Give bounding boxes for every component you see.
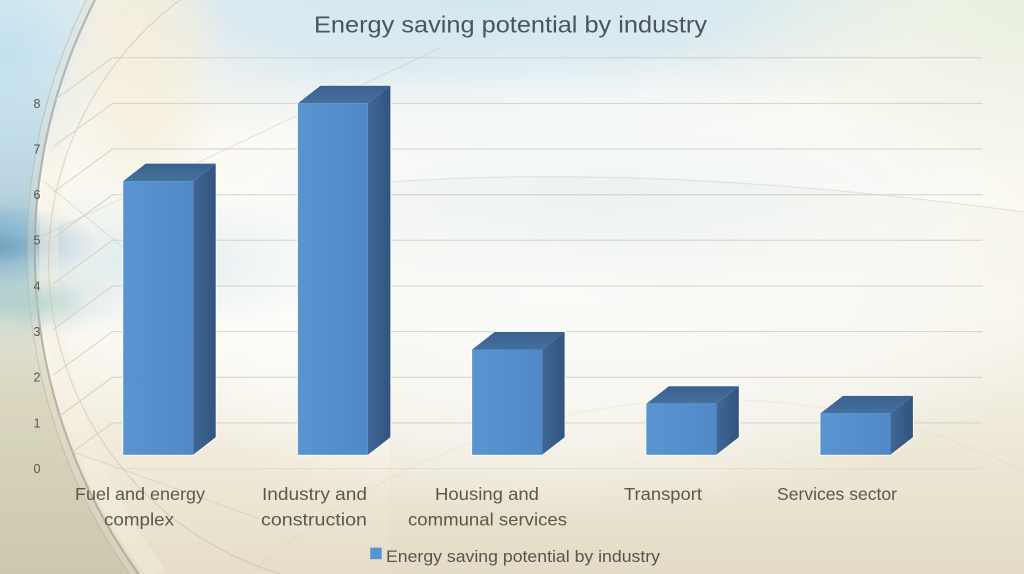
svg-text:complex: complex	[104, 510, 174, 530]
svg-text:Industry and: Industry and	[262, 484, 367, 504]
svg-text:Energy saving potential by ind: Energy saving potential by industry	[386, 547, 661, 566]
svg-text:construction: construction	[261, 510, 367, 530]
svg-text:7: 7	[34, 142, 41, 156]
svg-text:communal services: communal services	[408, 510, 567, 530]
svg-text:Fuel and energy: Fuel and energy	[75, 484, 205, 504]
svg-text:0: 0	[34, 462, 41, 476]
svg-text:1: 1	[34, 416, 41, 430]
svg-text:4: 4	[34, 279, 41, 293]
svg-text:8: 8	[34, 97, 41, 111]
svg-text:2: 2	[34, 371, 41, 385]
svg-text:Housing and: Housing and	[435, 484, 539, 504]
svg-text:6: 6	[34, 188, 41, 202]
svg-text:3: 3	[34, 325, 41, 339]
svg-text:Transport: Transport	[624, 484, 702, 504]
svg-text:5: 5	[34, 234, 41, 248]
svg-text:Services sector: Services sector	[777, 484, 897, 504]
svg-text:Energy saving potential by ind: Energy saving potential by industry	[314, 12, 707, 38]
